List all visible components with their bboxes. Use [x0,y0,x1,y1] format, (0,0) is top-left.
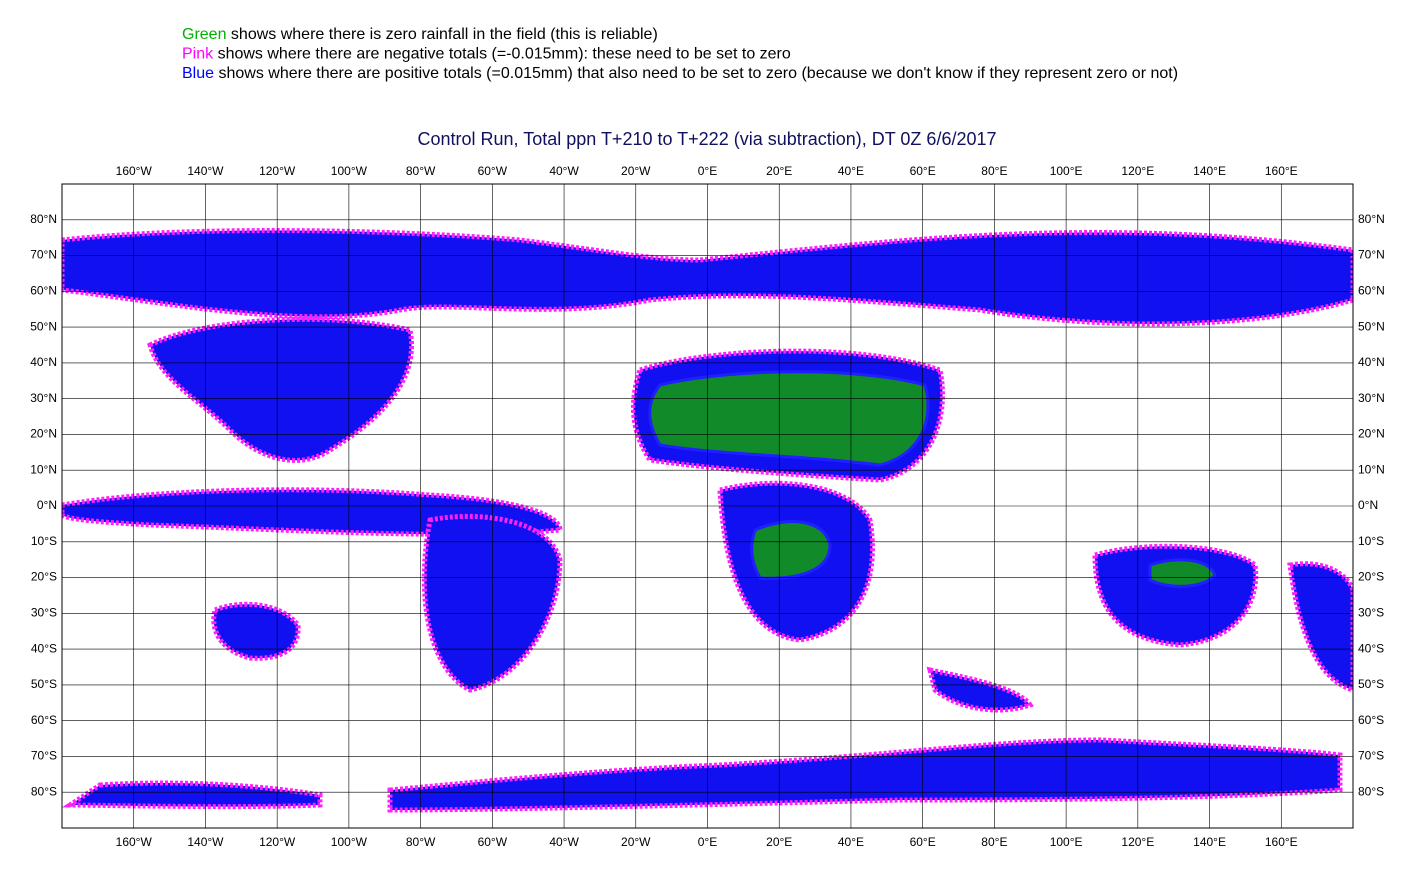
x-tick-label: 100°E [1050,835,1083,849]
x-tick-label: 100°E [1050,164,1083,178]
y-tick-label: 20°S [1358,570,1384,584]
map-title: Control Run, Total ppn T+210 to T+222 (v… [417,129,996,149]
y-tick-label: 70°S [31,749,57,763]
x-tick-label: 100°W [331,835,368,849]
y-tick-label: 40°N [30,355,57,369]
y-tick-label: 20°S [31,570,57,584]
legend-text: shows where there are negative totals (=… [218,46,791,63]
legend-line: Green shows where there is zero rainfall… [182,26,658,43]
y-tick-label: 60°S [31,713,57,727]
x-tick-label: 80°E [981,835,1007,849]
legend-text: shows where there are positive totals (=… [218,65,1178,82]
y-tick-label: 40°S [31,641,57,655]
x-tick-label: 140°E [1193,164,1226,178]
x-tick-label: 120°E [1121,164,1154,178]
graticule: 160°W 160°W 140°W 140°W 120°W 120°W 100°W 100°W… [30,164,1385,849]
y-tick-label: 40°S [1358,641,1384,655]
legend-color-word: Blue [182,65,214,82]
y-tick-label: 40°N [1358,355,1385,369]
y-tick-label: 70°N [30,248,57,262]
y-tick-label: 60°S [1358,713,1384,727]
x-tick-label: 160°W [116,835,153,849]
x-tick-label: 60°W [478,164,508,178]
x-tick-label: 160°E [1265,835,1298,849]
y-tick-label: 50°S [31,677,57,691]
x-tick-label: 80°W [406,164,436,178]
x-tick-label: 60°E [910,164,936,178]
x-tick-label: 20°E [766,835,792,849]
precip-field [62,228,1353,813]
x-tick-label: 20°W [621,164,651,178]
x-tick-label: 160°E [1265,164,1298,178]
legend-color-word: Pink [182,46,214,63]
legend: Green shows where there is zero rainfall… [182,26,1178,82]
x-tick-label: 20°W [621,835,651,849]
x-tick-label: 60°E [910,835,936,849]
x-tick-label: 160°W [116,164,153,178]
y-tick-label: 80°N [30,212,57,226]
x-tick-label: 40°E [838,835,864,849]
y-tick-label: 50°N [1358,319,1385,333]
x-tick-label: 40°W [549,164,579,178]
x-tick-label: 120°E [1121,835,1154,849]
x-tick-label: 120°W [259,835,296,849]
y-tick-label: 20°N [30,427,57,441]
x-tick-label: 120°W [259,164,296,178]
y-tick-label: 60°N [30,284,57,298]
x-tick-label: 20°E [766,164,792,178]
x-tick-label: 60°W [478,835,508,849]
y-tick-label: 10°N [30,462,57,476]
x-tick-label: 40°W [549,835,579,849]
x-tick-label: 80°E [981,164,1007,178]
y-tick-label: 0°N [37,498,57,512]
x-tick-label: 0°E [698,835,717,849]
x-tick-label: 40°E [838,164,864,178]
x-tick-label: 80°W [406,835,436,849]
y-tick-label: 20°N [1358,427,1385,441]
y-tick-label: 80°N [1358,212,1385,226]
y-tick-label: 80°S [1358,784,1384,798]
x-tick-label: 140°W [187,164,224,178]
y-tick-label: 30°S [31,606,57,620]
y-tick-label: 50°S [1358,677,1384,691]
y-tick-label: 10°S [1358,534,1384,548]
y-tick-label: 50°N [30,319,57,333]
x-tick-label: 140°W [187,835,224,849]
x-tick-label: 100°W [331,164,368,178]
x-tick-label: 140°E [1193,835,1226,849]
y-tick-label: 0°N [1358,498,1378,512]
legend-color-word: Green [182,26,226,43]
y-tick-label: 30°N [30,391,57,405]
y-tick-label: 70°S [1358,749,1384,763]
y-tick-label: 30°S [1358,606,1384,620]
y-tick-label: 80°S [31,784,57,798]
y-tick-label: 70°N [1358,248,1385,262]
y-tick-label: 10°S [31,534,57,548]
x-tick-label: 0°E [698,164,717,178]
y-tick-label: 30°N [1358,391,1385,405]
legend-text: shows where there is zero rainfall in th… [231,26,658,43]
legend-line: Pink shows where there are negative tota… [182,46,791,63]
legend-line: Blue shows where there are positive tota… [182,65,1178,82]
y-tick-label: 10°N [1358,462,1385,476]
y-tick-label: 60°N [1358,284,1385,298]
